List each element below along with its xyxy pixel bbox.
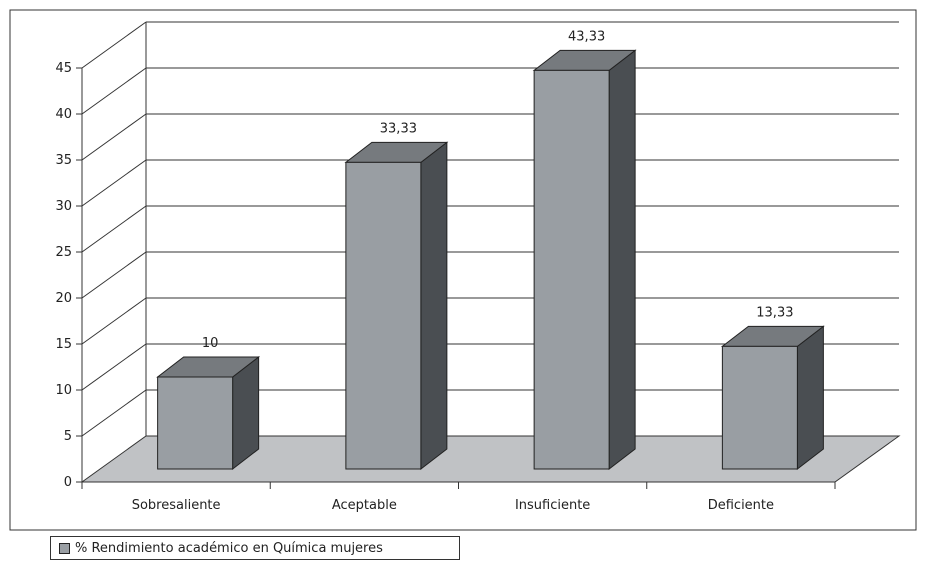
data-label: 43,33 bbox=[568, 29, 605, 44]
x-tick-label: Sobresaliente bbox=[132, 498, 221, 513]
gridline-side bbox=[81, 67, 147, 115]
legend: % Rendimiento académico en Química mujer… bbox=[50, 536, 460, 560]
gridline-side bbox=[81, 251, 147, 299]
x-tick-label: Aceptable bbox=[332, 498, 397, 513]
gridline-side bbox=[81, 389, 147, 437]
gridline-side bbox=[81, 205, 147, 253]
x-tick-label: Deficiente bbox=[708, 498, 774, 513]
y-tick-label: 15 bbox=[55, 337, 72, 352]
gridline-side bbox=[81, 297, 147, 345]
bar-front bbox=[157, 376, 234, 470]
bar-side bbox=[420, 141, 448, 471]
y-tick-label: 30 bbox=[55, 199, 72, 214]
bar bbox=[532, 49, 637, 471]
bar bbox=[720, 325, 825, 471]
y-tick-label: 45 bbox=[55, 61, 72, 76]
gridline-side bbox=[81, 343, 147, 391]
y-tick-label: 40 bbox=[55, 107, 72, 122]
chart-floor bbox=[80, 435, 901, 483]
bar-front bbox=[533, 69, 610, 470]
y-tick-label: 25 bbox=[55, 245, 72, 260]
data-label: 13,33 bbox=[756, 305, 793, 320]
bar bbox=[344, 141, 449, 471]
gridline-side bbox=[81, 159, 147, 207]
bar-side bbox=[608, 49, 636, 471]
data-label: 33,33 bbox=[380, 121, 417, 136]
legend-swatch bbox=[59, 542, 70, 554]
legend-label: % Rendimiento académico en Química mujer… bbox=[75, 540, 383, 556]
data-label: 10 bbox=[202, 336, 219, 351]
bar bbox=[156, 355, 261, 471]
y-tick-label: 0 bbox=[64, 475, 72, 490]
y-tick-label: 20 bbox=[55, 291, 72, 306]
bar-front bbox=[345, 161, 422, 470]
bar-side bbox=[796, 325, 824, 471]
y-tick-label: 10 bbox=[55, 383, 72, 398]
y-tick-label: 5 bbox=[64, 429, 72, 444]
gridline-side bbox=[81, 113, 147, 161]
bar-front bbox=[721, 345, 798, 470]
y-tick-label: 35 bbox=[55, 153, 72, 168]
gridline-side bbox=[81, 21, 147, 69]
x-tick-label: Insuficiente bbox=[515, 498, 590, 513]
